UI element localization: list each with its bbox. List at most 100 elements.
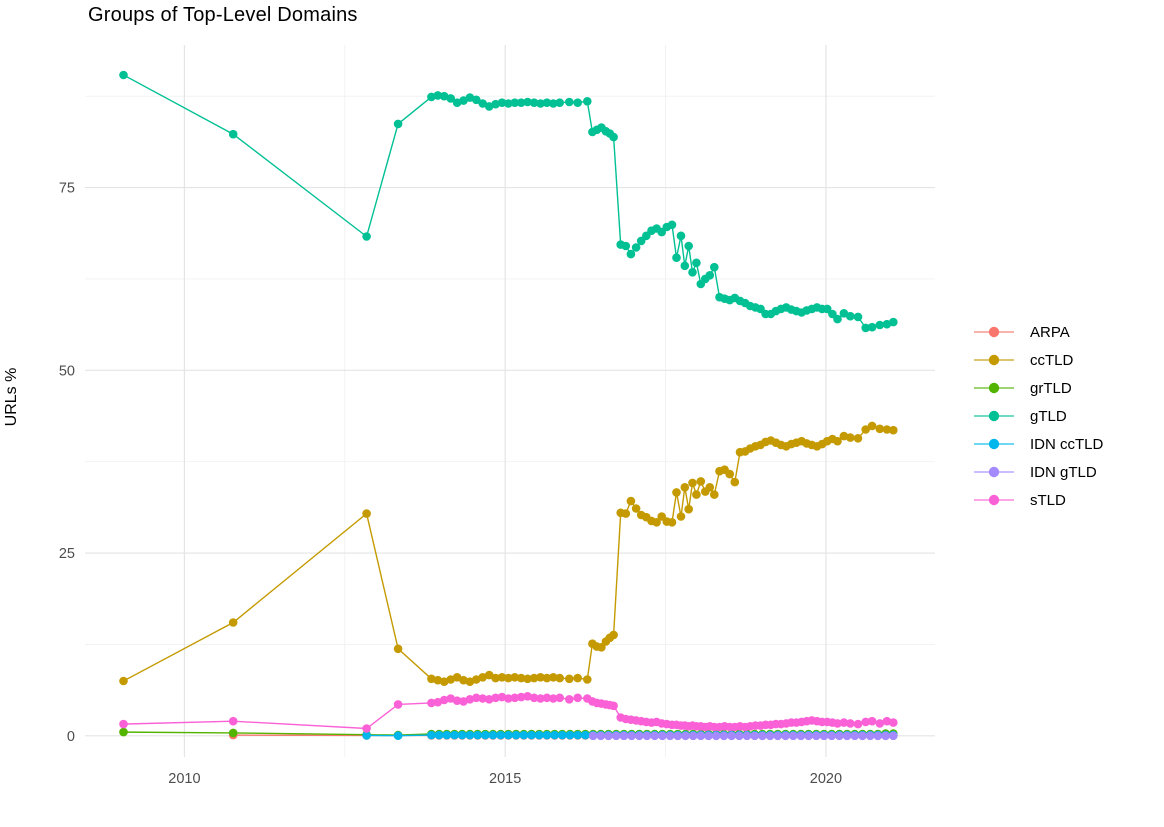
legend-label-grtld: grTLD — [1030, 379, 1072, 397]
series-idn-gtld-point — [665, 731, 675, 741]
series-gtld-point — [861, 323, 870, 333]
series-idn-gtld-point — [719, 731, 729, 741]
series-stld-point — [882, 716, 892, 726]
legend-item-arpa: ARPA — [972, 318, 1103, 346]
series-cctld-line — [123, 425, 894, 683]
series-idn-gtld-point — [642, 731, 652, 741]
series-cctld-point — [692, 490, 701, 499]
series-gtld-point — [631, 243, 641, 252]
series-gtld-point — [846, 311, 855, 321]
series-gtld-point — [362, 232, 371, 241]
series-cctld-point — [676, 512, 686, 521]
series-gtld-point — [688, 268, 697, 277]
series-cctld-point — [439, 677, 449, 686]
series-idn-gtld-point — [819, 731, 829, 741]
series-cctld-point — [549, 673, 558, 682]
series-gtld-point — [472, 95, 481, 105]
series-idn-cctld-point — [481, 730, 490, 740]
series-gtld-point — [549, 99, 558, 108]
series-idn-gtld-point — [788, 731, 798, 741]
series-idn-cctld-point — [473, 730, 482, 740]
series-cctld-point — [597, 643, 606, 652]
series-stld-point — [536, 694, 545, 703]
series-stld-point — [362, 724, 371, 733]
series-cctld-point — [680, 483, 690, 492]
series-cctld-point — [609, 630, 618, 640]
series-gtld-point — [433, 91, 443, 100]
series-idn-gtld-point — [781, 731, 790, 741]
legend-label-idn-cctld: IDN ccTLD — [1030, 435, 1104, 453]
legend-key-dot — [988, 410, 1000, 422]
series-idn-gtld-point — [596, 731, 606, 741]
series-cctld-point — [497, 673, 507, 682]
chart-title: Groups of Top-Level Domains — [88, 4, 358, 26]
series-gtld-point — [853, 312, 863, 322]
series-idn-gtld-point — [588, 731, 598, 741]
series-gtld-point — [529, 98, 539, 107]
series-cctld-point — [427, 674, 436, 684]
series-gtld-point — [497, 98, 507, 107]
series-idn-gtld-point — [711, 731, 721, 741]
series-idn-cctld-point — [504, 730, 513, 740]
series-gtld-point — [504, 99, 513, 108]
series-gtld-point — [565, 97, 574, 107]
legend-key-grtld-icon — [974, 382, 1014, 394]
series-gtld-point — [609, 132, 618, 142]
series-stld-point — [529, 693, 539, 703]
series-gtld-point — [867, 322, 877, 332]
series-cctld-point — [631, 504, 641, 513]
series-stld-point — [889, 718, 898, 727]
series-idn-gtld-point — [704, 731, 713, 741]
series-cctld-point — [672, 488, 681, 497]
series-idn-gtld-point — [627, 731, 636, 741]
series-idn-gtld-point — [765, 731, 775, 741]
series-gtld-point — [555, 98, 564, 107]
legend-key-dot — [988, 494, 1000, 506]
series-cctld-point — [478, 673, 488, 682]
series-idn-gtld-point — [742, 731, 752, 741]
series-idn-cctld-point — [519, 730, 529, 740]
series-cctld-point — [861, 425, 870, 434]
series-stld-point — [861, 717, 870, 727]
series-gtld-point — [621, 241, 631, 251]
series-stld-point — [119, 719, 128, 729]
series-idn-gtld-point — [804, 731, 813, 741]
series-stld-point — [523, 692, 532, 701]
series-gtld-point — [833, 314, 842, 324]
series-idn-gtld-point — [850, 731, 860, 741]
legend-key-dot — [988, 354, 1000, 366]
y-tick-label: 50 — [59, 363, 75, 379]
y-tick-label: 75 — [59, 181, 75, 197]
series-idn-gtld-point — [681, 731, 690, 741]
series-idn-gtld-point — [696, 731, 706, 741]
series-idn-gtld-point — [635, 731, 644, 741]
x-tick-label: 2010 — [168, 771, 200, 787]
series-gtld-point — [680, 261, 690, 271]
series-gtld-point — [439, 91, 449, 101]
series-gtld-point — [119, 70, 128, 80]
series-gtld-point — [536, 99, 545, 108]
series-gtld-point — [459, 96, 468, 105]
series-cctld-point — [516, 673, 526, 683]
series-cctld-point — [119, 676, 128, 686]
series-idn-cctld-point — [496, 730, 506, 740]
series-idn-gtld-point — [812, 731, 821, 741]
series-cctld-point — [688, 478, 697, 488]
series-stld-point — [427, 698, 436, 708]
series-idn-cctld-point — [550, 730, 559, 740]
series-gtld-point — [446, 94, 456, 103]
series-stld-point — [839, 718, 849, 727]
series-stld-point — [573, 693, 582, 703]
series-gtld-point — [510, 98, 520, 107]
series-cctld-point — [652, 518, 661, 527]
legend-key-stld-icon — [974, 494, 1014, 506]
series-cctld-point — [573, 673, 582, 683]
series-idn-cctld-point — [362, 731, 371, 740]
series-idn-gtld-point — [611, 731, 621, 741]
series-cctld-point — [846, 433, 855, 442]
series-idn-cctld-point — [457, 730, 467, 740]
series-cctld-point — [542, 673, 552, 683]
series-stld-point — [491, 693, 500, 703]
series-idn-gtld-point — [773, 731, 783, 741]
